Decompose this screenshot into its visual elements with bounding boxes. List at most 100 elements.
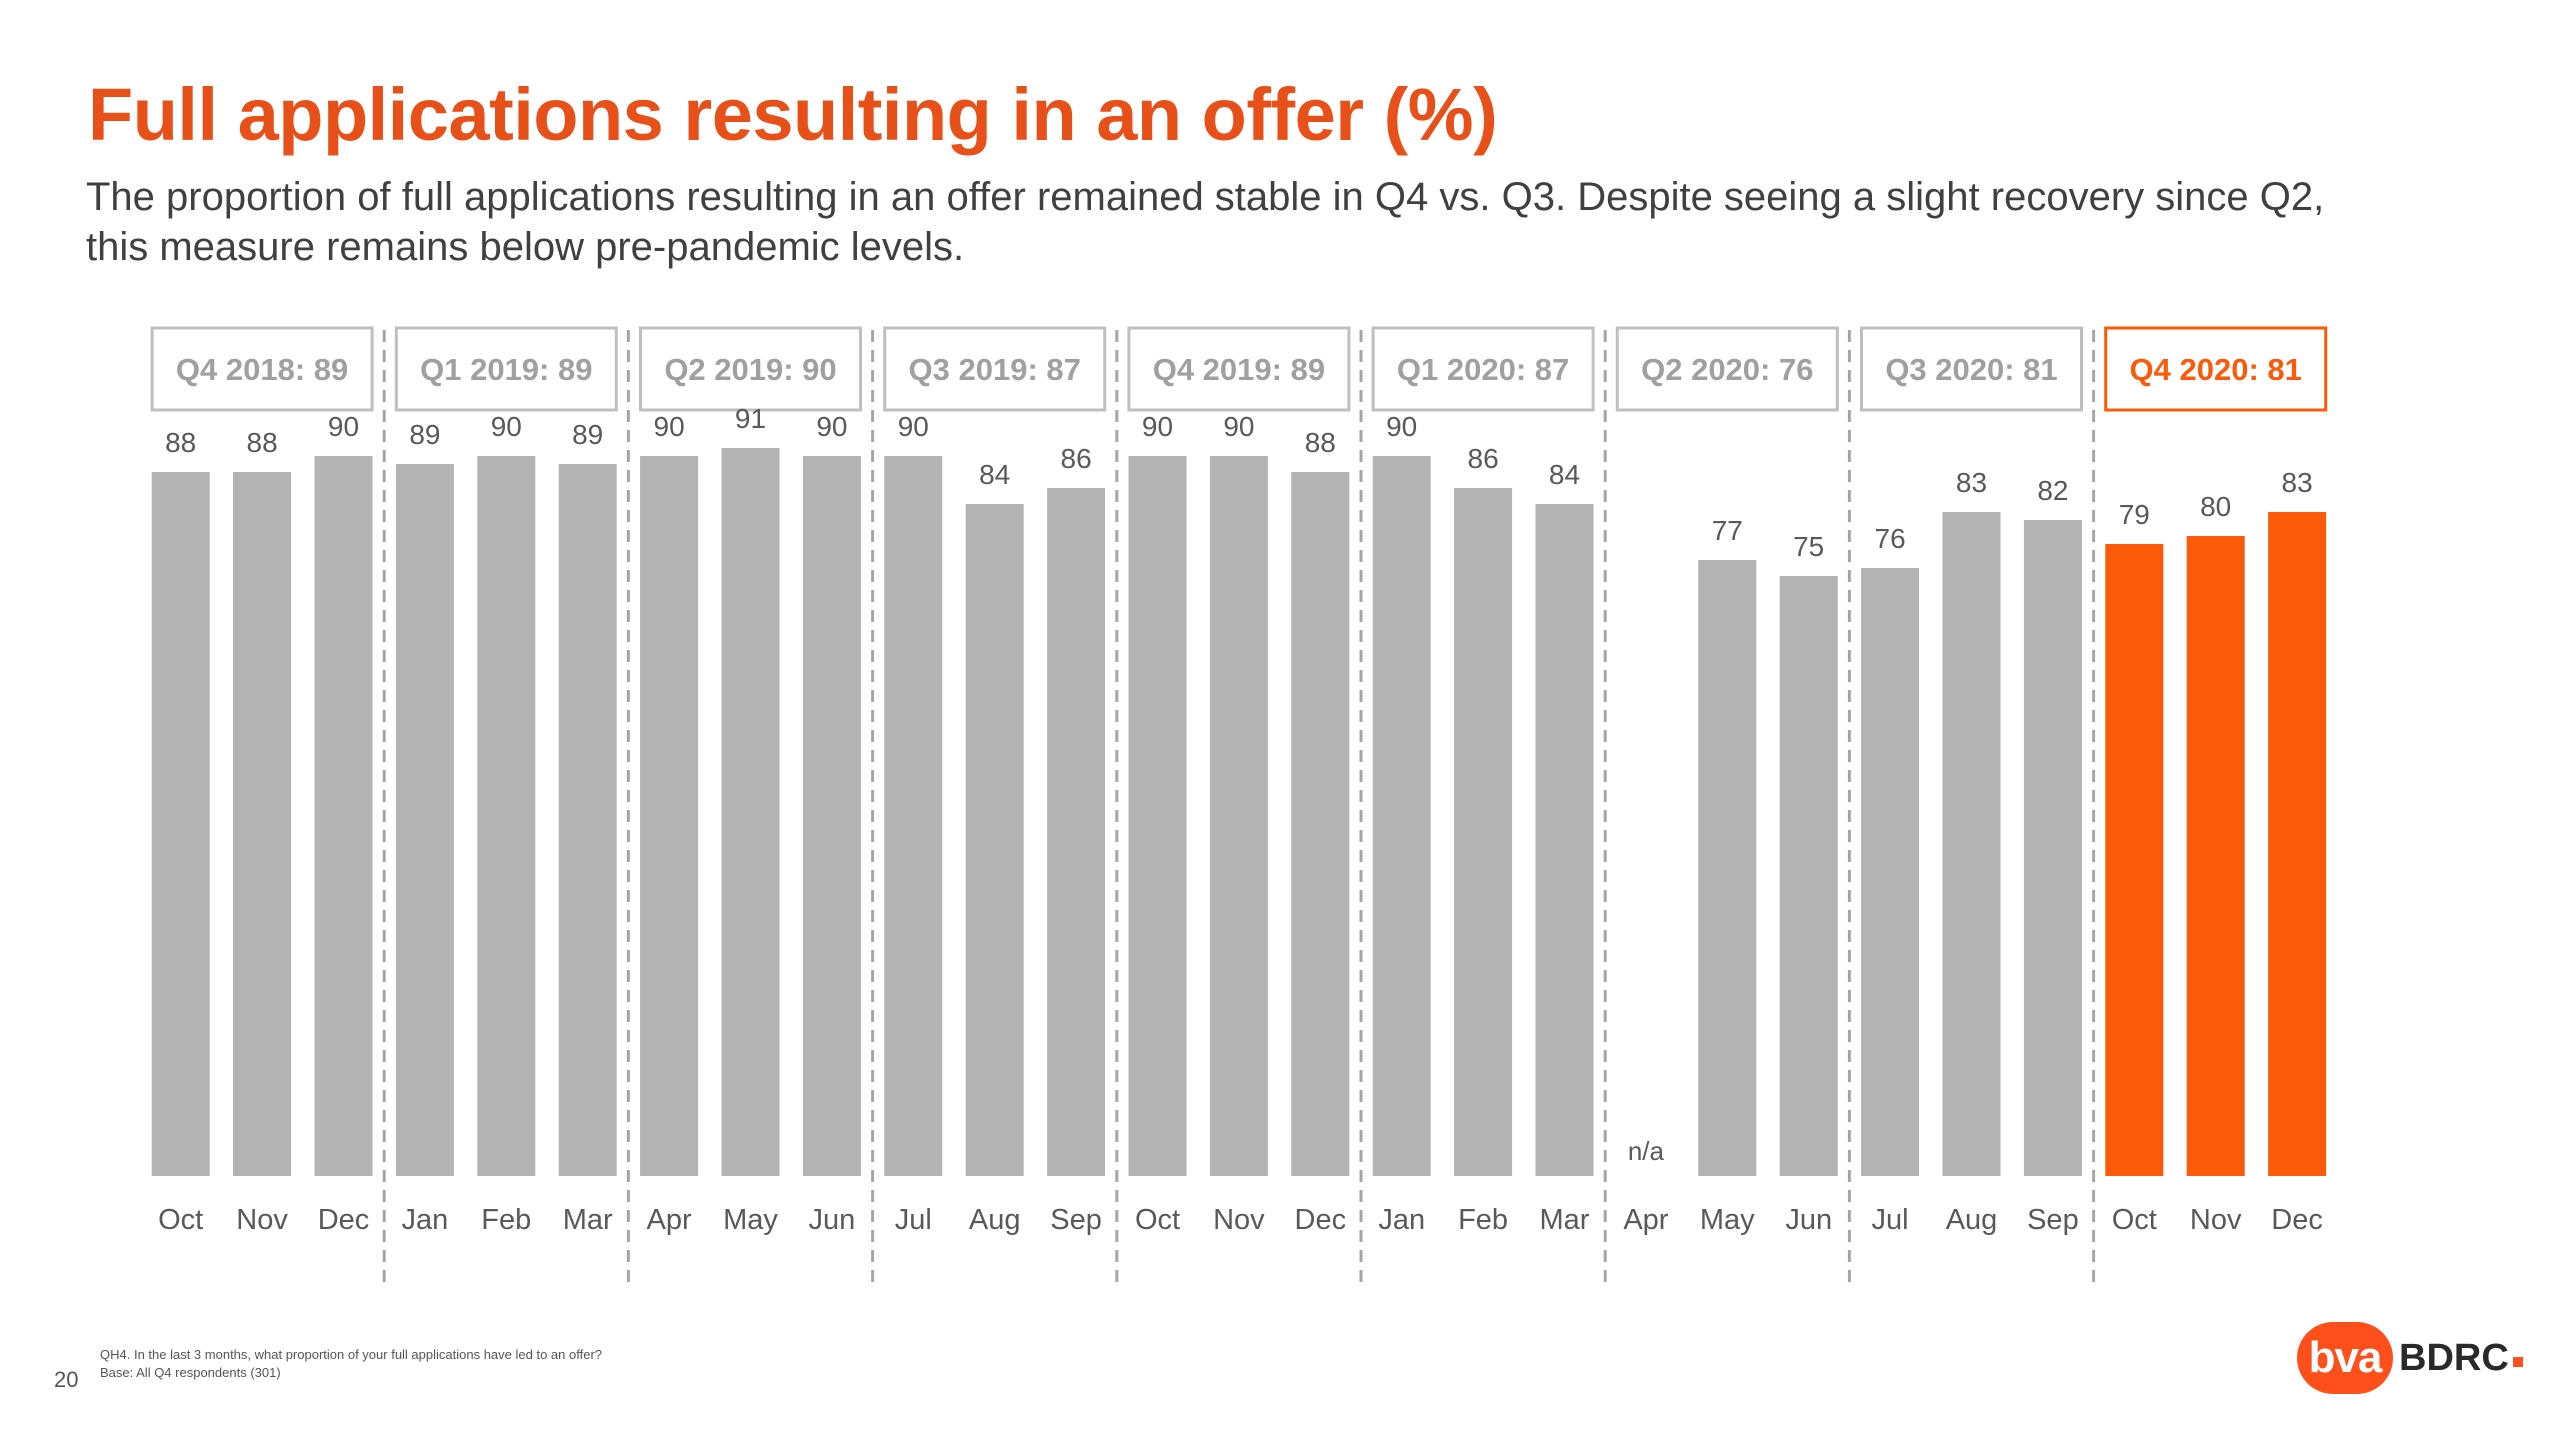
footnote: QH4. In the last 3 months, what proporti…	[100, 1346, 602, 1382]
data-label: 90	[1386, 411, 1417, 442]
data-label: 90	[816, 411, 847, 442]
bar	[1291, 472, 1350, 1176]
quarter-box	[1371, 326, 1595, 412]
footnote-base: Base: All Q4 respondents (301)	[100, 1365, 281, 1380]
quarter-label: Q1 2020: 87	[1397, 352, 1569, 387]
quarter-box	[1860, 326, 2083, 412]
x-tick-label: Mar	[1540, 1204, 1590, 1236]
quarter-box	[150, 326, 374, 412]
data-label: 88	[1305, 427, 1336, 458]
data-label: 90	[328, 411, 359, 442]
data-label: 90	[654, 411, 685, 442]
data-label: 90	[491, 411, 522, 442]
bar	[884, 456, 943, 1176]
quarter-label: Q2 2019: 90	[664, 352, 836, 387]
data-label: 82	[2037, 475, 2068, 506]
data-label: 90	[1142, 411, 1173, 442]
quarter-label: Q2 2020: 76	[1641, 352, 1813, 387]
x-tick-label: Jun	[809, 1204, 856, 1236]
x-tick-label: Dec	[2271, 1204, 2323, 1236]
bar	[1372, 456, 1431, 1176]
x-tick-label: Oct	[158, 1204, 203, 1236]
bar	[2186, 536, 2245, 1176]
data-label: 90	[898, 411, 929, 442]
quarter-label: Q3 2019: 87	[909, 352, 1081, 387]
bar	[477, 456, 536, 1176]
quarter-box	[394, 326, 618, 412]
x-tick-label: Oct	[2112, 1204, 2157, 1236]
page-subtitle: The proportion of full applications resu…	[86, 175, 2325, 269]
bar	[965, 504, 1024, 1176]
data-label: 75	[1793, 531, 1824, 562]
bar	[640, 456, 699, 1176]
x-tick-label: May	[723, 1204, 778, 1236]
bar	[721, 448, 780, 1176]
quarter-label: Q3 2020: 81	[1885, 352, 2057, 387]
x-tick-label: Aug	[969, 1204, 1021, 1236]
quarter-box	[2104, 326, 2328, 412]
bar	[1454, 488, 1513, 1176]
bva-bdrc-logo: bva BDRC	[2297, 1322, 2523, 1394]
bar	[2023, 520, 2082, 1176]
page-number: 20	[54, 1367, 79, 1392]
x-tick-label: Nov	[2190, 1204, 2242, 1236]
quarter-label: Q4 2019: 89	[1153, 352, 1325, 387]
x-tick-label: Jan	[402, 1204, 449, 1236]
x-tick-label: Nov	[1213, 1204, 1265, 1236]
quarter-box	[883, 326, 1107, 412]
logo-dot	[2512, 1357, 2523, 1367]
bar	[1209, 456, 1268, 1176]
x-tick-label: Dec	[1295, 1204, 1347, 1236]
x-tick-label: Feb	[481, 1204, 531, 1236]
x-tick-label: Sep	[2027, 1204, 2079, 1236]
x-tick-label: Feb	[1458, 1204, 1508, 1236]
data-label: 83	[2282, 467, 2313, 498]
data-label: 89	[572, 419, 603, 450]
bar	[151, 472, 210, 1176]
data-label: 79	[2119, 499, 2150, 530]
data-label: n/a	[1628, 1136, 1665, 1166]
quarter-label: Q4 2018: 89	[176, 352, 348, 387]
data-label: 84	[1549, 459, 1580, 490]
data-label: 76	[1875, 523, 1906, 554]
bar	[1698, 560, 1757, 1176]
x-tick-label: Jul	[895, 1204, 932, 1236]
data-label: 86	[1061, 443, 1092, 474]
bar	[1942, 512, 2001, 1176]
x-tick-label: Jul	[1872, 1204, 1909, 1236]
x-tick-label: Oct	[1135, 1204, 1180, 1236]
bar	[1128, 456, 1187, 1176]
bar	[1861, 568, 1920, 1176]
x-tick-label: Aug	[1946, 1204, 1998, 1236]
data-label: 90	[1223, 411, 1254, 442]
data-label: 77	[1712, 515, 1743, 546]
x-tick-label: Mar	[563, 1204, 613, 1236]
x-tick-label: Nov	[236, 1204, 288, 1236]
data-label: 88	[247, 427, 278, 458]
x-tick-label: Jan	[1378, 1204, 1425, 1236]
logo-mark: bva	[2297, 1322, 2393, 1394]
quarter-label: Q4 2020: 81	[2130, 352, 2302, 387]
quarter-box	[639, 326, 862, 412]
data-label: 91	[735, 403, 766, 434]
page-title: Full applications resulting in an offer …	[88, 73, 1498, 156]
bar	[1047, 488, 1106, 1176]
quarter-box	[1127, 326, 1351, 412]
data-label: 80	[2200, 491, 2231, 522]
quarter-box	[1615, 326, 1839, 412]
data-label: 89	[409, 419, 440, 450]
bar	[395, 464, 454, 1176]
bar	[1535, 504, 1594, 1176]
quarter-label: Q1 2019: 89	[420, 352, 592, 387]
bar	[2268, 512, 2327, 1176]
bar	[233, 472, 292, 1176]
data-label: 84	[979, 459, 1010, 490]
bar	[2105, 544, 2164, 1176]
bar	[314, 456, 373, 1176]
x-tick-label: Jun	[1785, 1204, 1832, 1236]
x-tick-label: Dec	[318, 1204, 370, 1236]
x-tick-label: Sep	[1050, 1204, 1102, 1236]
x-tick-label: Apr	[1623, 1204, 1668, 1236]
x-tick-label: May	[1700, 1204, 1755, 1236]
